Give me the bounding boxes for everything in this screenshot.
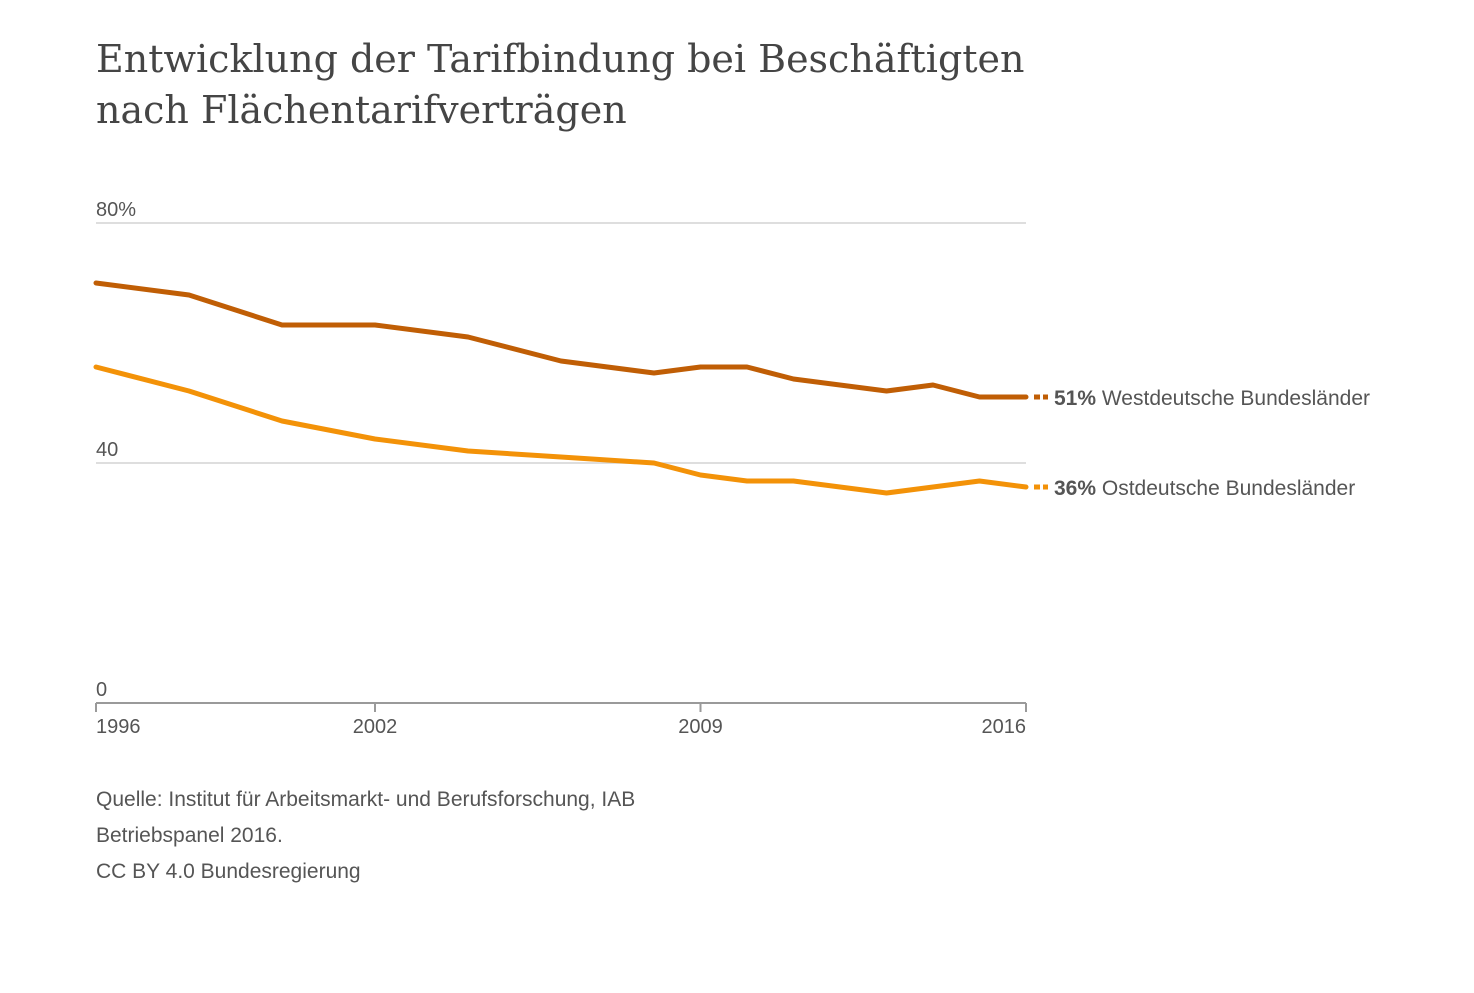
- source-line: CC BY 4.0 Bundesregierung: [96, 860, 361, 883]
- series-name: Ostdeutsche Bundesländer: [1096, 477, 1355, 500]
- x-tick-label: 2016: [982, 716, 1027, 738]
- source-line: Betriebspanel 2016.: [96, 824, 283, 847]
- y-tick-label: 0: [96, 679, 107, 701]
- series-end-value: 51%: [1054, 387, 1096, 410]
- series-name: Westdeutsche Bundesländer: [1096, 387, 1370, 410]
- series-end-labels: 51% Westdeutsche Bundesländer 36% Ostdeut…: [1054, 387, 1370, 500]
- series-end-label: 51% Westdeutsche Bundesländer: [1054, 387, 1370, 410]
- y-axis-tick-labels: 0 40 80%: [96, 199, 136, 701]
- source-line: Quelle: Institut für Arbeitsmarkt- und B…: [96, 788, 636, 811]
- y-tick-label: 40: [96, 439, 118, 461]
- x-axis: [95, 702, 1027, 712]
- x-axis-tick-labels: 1996 2002 2009 2016: [96, 716, 1026, 738]
- x-tick-label: 2002: [353, 716, 398, 738]
- x-tick-label: 2009: [678, 716, 723, 738]
- series-end-value: 36%: [1054, 477, 1096, 500]
- x-tick-label: 1996: [96, 716, 141, 738]
- series-end-label: 36% Ostdeutsche Bundesländer: [1054, 477, 1355, 500]
- data-series: [93, 280, 1048, 496]
- chart-title: Entwicklung der Tarifbindung bei Beschäf…: [96, 37, 1025, 132]
- y-tick-label: 80%: [96, 199, 136, 221]
- series-line-east: [93, 364, 1029, 496]
- source-note: Quelle: Institut für Arbeitsmarkt- und B…: [96, 782, 796, 890]
- grid-lines: [96, 222, 1026, 464]
- series-line-west: [93, 280, 1029, 400]
